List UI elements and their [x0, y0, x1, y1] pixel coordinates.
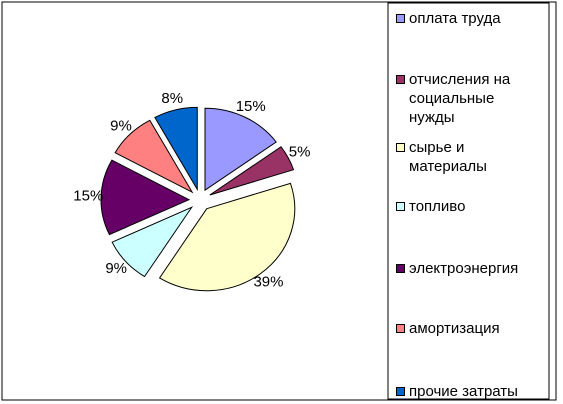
pie-slice	[209, 146, 295, 196]
legend-entry: электроэнергия	[396, 259, 528, 278]
data-label: 8%	[161, 90, 183, 107]
legend-swatch	[396, 202, 405, 211]
data-label: 15%	[236, 98, 266, 115]
legend-swatch	[396, 75, 405, 84]
legend-entry: сырье и материалы	[396, 138, 528, 176]
legend-entry: оплата труда	[396, 9, 528, 28]
legend-entry: прочие затраты	[396, 382, 528, 401]
legend-border	[387, 2, 550, 400]
pie-slice	[114, 119, 194, 194]
legend-label: электроэнергия	[409, 260, 519, 277]
legend-label: топливо	[409, 198, 466, 215]
legend-entry: амортизация	[396, 319, 528, 338]
legend-swatch	[396, 264, 405, 273]
legend-swatch	[396, 143, 405, 152]
data-label: 39%	[253, 273, 283, 290]
legend-swatch	[396, 14, 405, 23]
legend-swatch	[396, 324, 405, 333]
legend-entry: топливо	[396, 197, 528, 216]
data-label: 9%	[105, 260, 127, 277]
chart-border	[1, 1, 557, 401]
data-label: 15%	[73, 188, 103, 205]
pie-slice	[111, 206, 194, 278]
legend-label: отчисления на социальные нужды	[409, 71, 511, 126]
pie-slice	[100, 159, 191, 236]
legend-entry: отчисления на социальные нужды	[396, 70, 528, 127]
pie-slice	[154, 106, 198, 192]
legend-label: амортизация	[409, 320, 500, 337]
legend-label: прочие затраты	[409, 383, 518, 400]
legend-label: сырье и материалы	[409, 139, 487, 175]
pie-slice	[158, 182, 296, 292]
legend-label: оплата труда	[409, 10, 501, 27]
legend-swatch	[396, 387, 405, 396]
pie-slice	[204, 107, 277, 192]
data-label: 5%	[289, 144, 311, 161]
data-label: 9%	[110, 117, 132, 134]
